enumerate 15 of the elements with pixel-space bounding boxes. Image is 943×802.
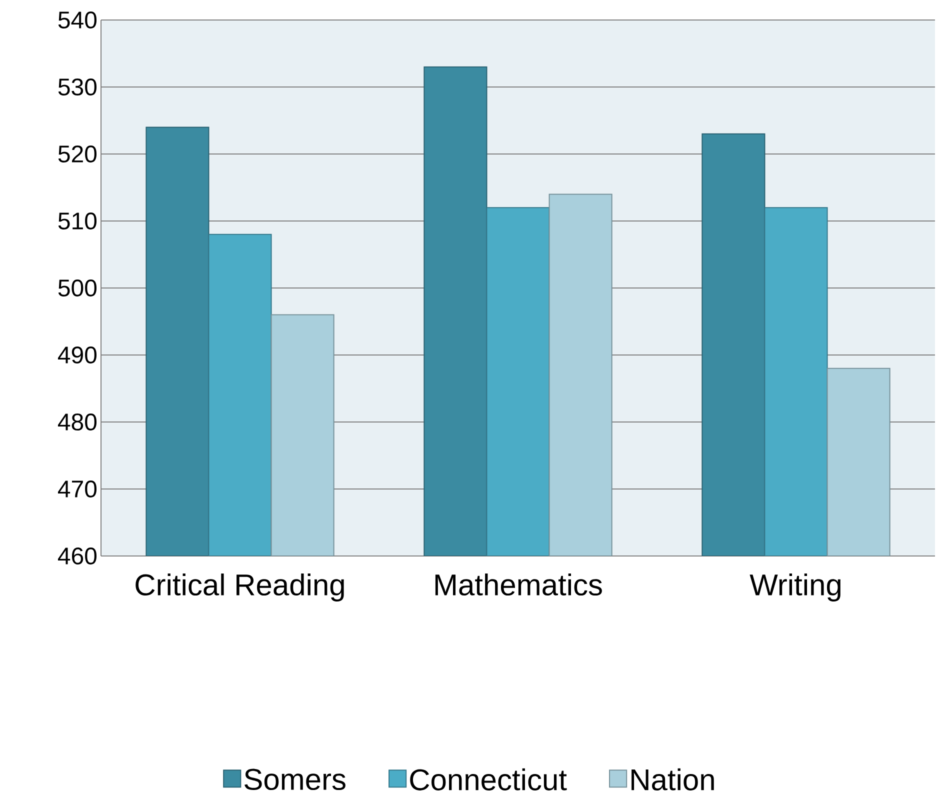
legend-label: Connecticut: [410, 768, 567, 790]
y-tick-label: 480: [58, 414, 97, 430]
y-tick-label: 500: [58, 280, 97, 296]
y-tick-label: 490: [58, 346, 97, 364]
x-tick-label: Mathematics: [435, 574, 602, 596]
x-tick-label: Writing: [750, 574, 840, 602]
y-tick-label: 520: [58, 146, 97, 162]
legend-label: Nation: [632, 768, 714, 790]
y-tick-label: 460: [58, 548, 97, 564]
legend-label: Somers: [244, 768, 346, 790]
y-tick-label: 510: [58, 212, 97, 230]
y-tick-label: 540: [58, 12, 97, 28]
y-tick-label: 470: [58, 480, 97, 498]
x-tick-label: Critical Reading: [136, 574, 344, 602]
y-tick-label: 530: [58, 78, 97, 96]
